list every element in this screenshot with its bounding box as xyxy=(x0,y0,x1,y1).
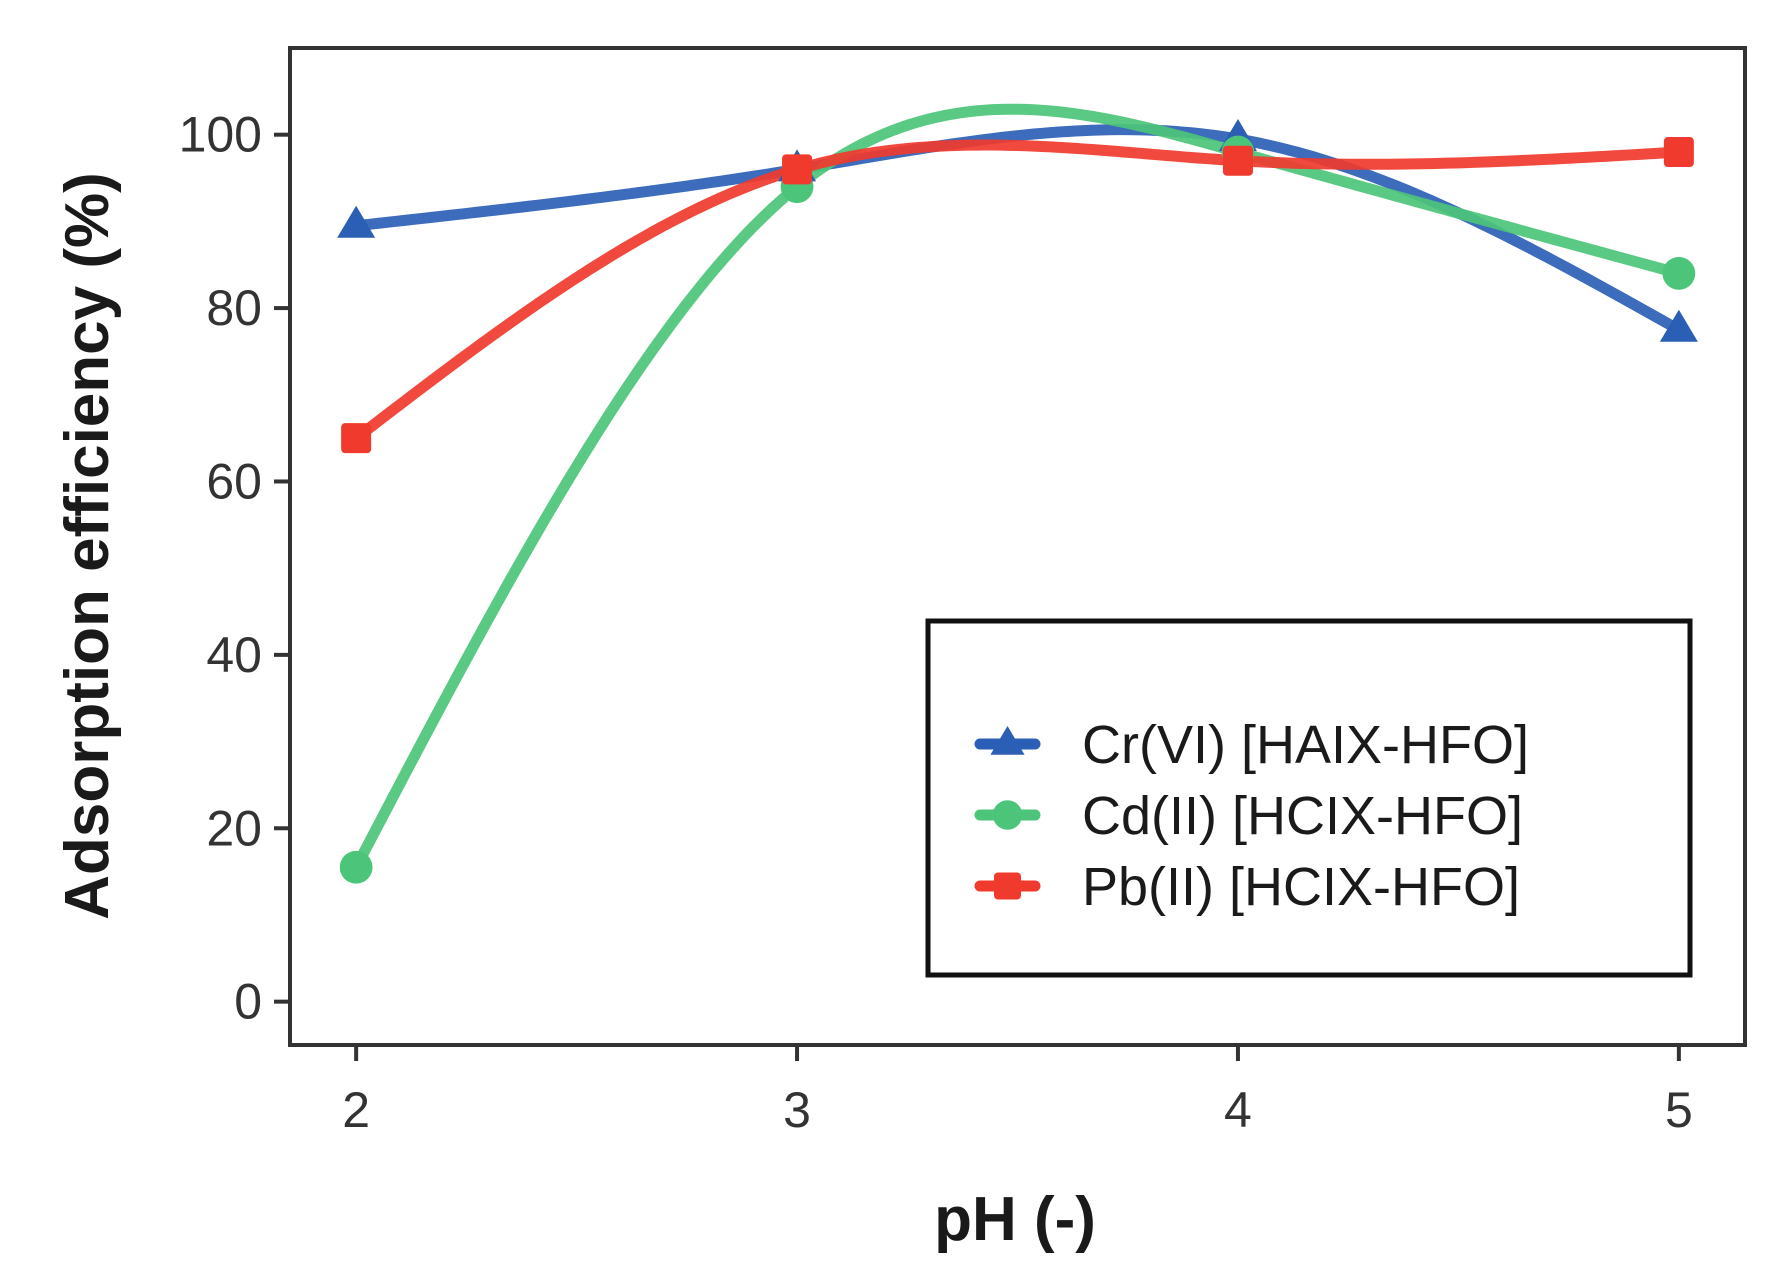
y-tick-label: 20 xyxy=(206,800,262,856)
y-axis-ticks: 0 20 40 60 80 100 xyxy=(179,107,290,1030)
legend-label: Cr(VI) [HAIX-HFO] xyxy=(1082,715,1529,775)
legend: Cr(VI) [HAIX-HFO] Cd(II) [HCIX-HFO] Pb(II)… xyxy=(925,618,1693,978)
legend-label: Cd(II) [HCIX-HFO] xyxy=(1082,786,1523,846)
legend-item: Cr(VI) [HAIX-HFO] xyxy=(974,715,1529,775)
y-tick-label: 100 xyxy=(179,107,262,163)
y-tick-label: 60 xyxy=(206,453,262,509)
legend-key-marker xyxy=(994,872,1021,900)
x-tick-label: 5 xyxy=(1665,1082,1693,1138)
legend-item: Pb(II) [HCIX-HFO] xyxy=(974,857,1520,917)
data-point xyxy=(337,205,376,238)
data-point xyxy=(339,850,373,884)
data-point xyxy=(1663,137,1694,168)
data-point xyxy=(782,154,813,185)
legend-key-marker xyxy=(990,726,1025,755)
y-axis-title: Adsorption efficiency (%) xyxy=(53,172,122,920)
series-line-2 xyxy=(350,103,1685,873)
data-point xyxy=(1662,257,1696,290)
legend-label: Pb(II) [HCIX-HFO] xyxy=(1082,857,1520,917)
x-tick-label: 2 xyxy=(342,1082,370,1138)
y-tick-label: 80 xyxy=(206,280,262,336)
legend-box xyxy=(925,618,1693,978)
series-line-3 xyxy=(350,139,1685,444)
x-axis-title: pH (-) xyxy=(934,1185,1096,1254)
series-lines xyxy=(350,103,1685,873)
y-tick-label: 40 xyxy=(206,627,262,683)
y-tick-label: 0 xyxy=(234,974,262,1030)
x-axis-ticks: 2 3 4 5 xyxy=(342,1045,1693,1138)
x-tick-label: 3 xyxy=(783,1082,811,1138)
series-markers xyxy=(337,119,1698,884)
data-point xyxy=(1659,309,1698,342)
data-point xyxy=(1222,145,1253,176)
legend-item: Cd(II) [HCIX-HFO] xyxy=(974,786,1523,846)
legend-key-marker xyxy=(992,800,1023,830)
data-point xyxy=(341,423,372,454)
x-tick-label: 4 xyxy=(1224,1082,1252,1138)
